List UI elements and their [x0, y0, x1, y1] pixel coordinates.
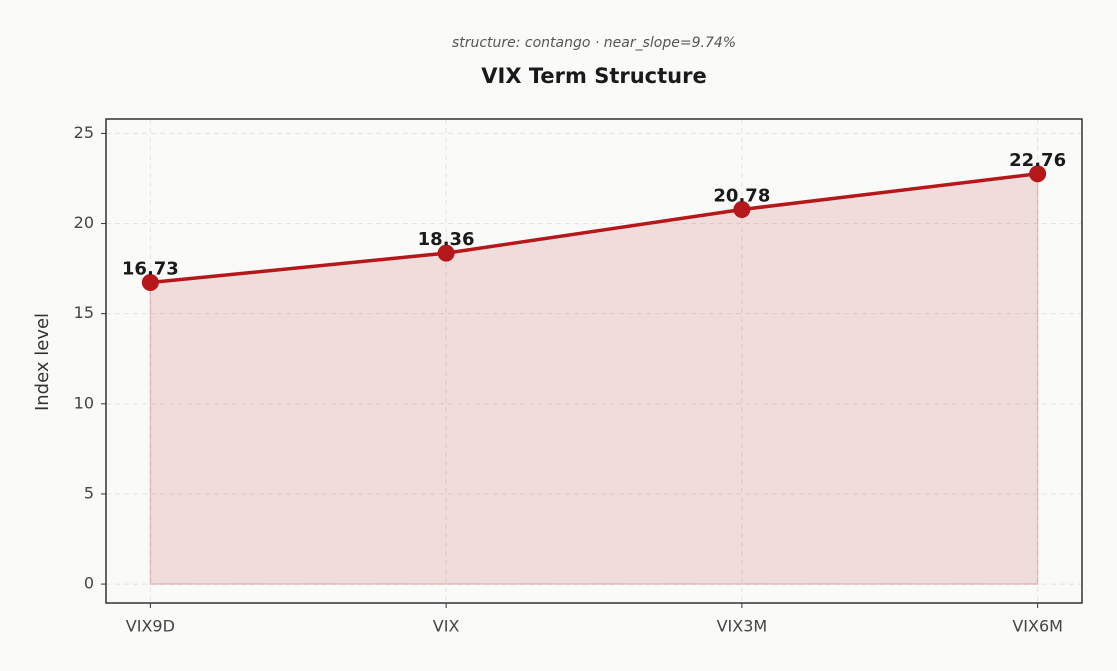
line [150, 172, 1038, 285]
y-tick-label: 5 [84, 483, 94, 502]
data-label: 16.73 [122, 258, 179, 279]
point [141, 273, 159, 291]
y-tick-label: 20 [74, 213, 94, 232]
point [437, 244, 455, 262]
y-tick-label: 25 [74, 123, 94, 142]
point [733, 200, 751, 218]
y-tick-label: 15 [74, 303, 94, 322]
data-label: 20.78 [713, 185, 770, 206]
data-label: 18.36 [418, 229, 475, 250]
point [1029, 165, 1047, 183]
y-axis-label: Index level [32, 313, 53, 411]
x-tick-label: VIX3M [717, 617, 768, 636]
chart-title: VIX Term Structure [481, 64, 706, 88]
y-tick-label: 10 [74, 393, 94, 412]
chart-subtitle: structure: contango · near_slope=9.74% [452, 35, 736, 51]
plot-area: 0 5 10 15 20 25 VIX9D VIX VIX3M VIX6M 16.73 18.36 20… [74, 118, 1083, 636]
x-tick-label: VIX [433, 617, 460, 636]
data-label: 22.76 [1009, 150, 1066, 171]
y-tick-label: 0 [84, 574, 94, 593]
x-tick-label: VIX9D [126, 617, 175, 636]
x-tick-label: VIX6M [1012, 617, 1063, 636]
plot-frame [105, 118, 1083, 604]
